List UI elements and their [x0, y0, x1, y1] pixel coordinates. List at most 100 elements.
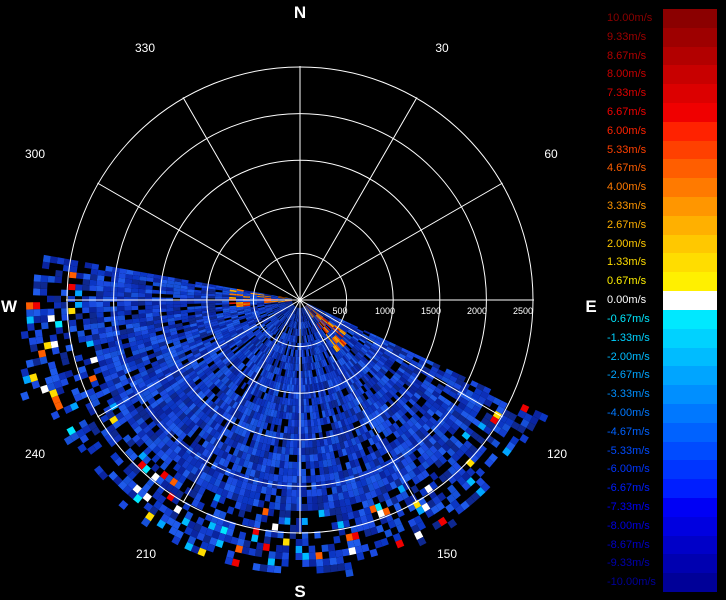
legend-row: -5.33m/s [607, 441, 717, 461]
legend-label: 10.00m/s [607, 12, 653, 24]
legend-swatch [663, 291, 717, 311]
legend-label: 2.67m/s [607, 218, 647, 231]
legend-label: 5.33m/s [607, 143, 647, 156]
legend-label: -3.33m/s [607, 388, 650, 401]
legend-label: 7.33m/s [607, 87, 647, 100]
polar-range-grid [66, 66, 534, 534]
legend-swatch [663, 479, 717, 499]
legend-label: 8.67m/s [607, 49, 647, 62]
range-label-2000: 2000 [467, 306, 487, 316]
legend-swatch [663, 366, 717, 386]
bearing-spoke [97, 182, 301, 301]
legend-row: 1.33m/s [607, 253, 717, 273]
bearing-label-300: 300 [25, 147, 45, 161]
legend-swatch [663, 121, 717, 141]
legend-swatch [663, 27, 717, 47]
legend-row: 6.67m/s [607, 103, 717, 123]
radar-ppi-display: N E S W 30 60 120 150 210 240 300 330 50… [1, 3, 597, 600]
range-label-1000: 1000 [375, 306, 395, 316]
south-label: S [294, 582, 305, 600]
legend-row: -8.67m/s [607, 535, 717, 555]
legend-label: -2.67m/s [607, 369, 650, 382]
bearing-spoke [299, 97, 418, 301]
legend-label: 3.33m/s [607, 200, 647, 213]
legend-row: 7.33m/s [607, 84, 717, 104]
legend-row: -10.00m/s [607, 573, 717, 593]
legend-swatch [663, 272, 717, 292]
legend-row: 0.00m/s [607, 291, 717, 311]
bearing-spoke [299, 299, 503, 418]
legend-label: -8.67m/s [607, 538, 650, 551]
legend-row: 6.00m/s [607, 121, 717, 141]
bearing-spoke [182, 97, 301, 301]
legend-row: -2.00m/s [607, 347, 717, 367]
radial-velocity-echo-sector [20, 254, 549, 578]
legend-swatch [663, 159, 717, 179]
legend-swatch [663, 422, 717, 442]
legend-swatch [663, 385, 717, 405]
legend-swatch [663, 535, 717, 555]
legend-label: 4.00m/s [607, 181, 647, 194]
legend-row: -1.33m/s [607, 328, 717, 348]
legend-row: 3.33m/s [607, 197, 717, 217]
legend-row: -6.67m/s [607, 479, 717, 499]
legend-row: 2.67m/s [607, 215, 717, 235]
legend-row: -3.33m/s [607, 385, 717, 405]
bearing-label-60: 60 [544, 147, 558, 161]
legend-label: 4.67m/s [607, 162, 647, 175]
bearing-label-240: 240 [25, 447, 45, 461]
legend-label: 0.67m/s [607, 275, 647, 288]
north-label: N [294, 3, 306, 22]
legend-label: -10.00m/s [607, 576, 656, 589]
bearing-label-150: 150 [437, 547, 457, 561]
legend-swatch [663, 497, 717, 517]
legend-swatch [663, 347, 717, 367]
legend-swatch [663, 573, 717, 593]
legend-label: 6.00m/s [607, 124, 647, 137]
legend-label: -7.33m/s [607, 500, 650, 513]
range-label-500: 500 [332, 306, 347, 316]
legend-row: -4.00m/s [607, 403, 717, 423]
legend-row: 8.00m/s [607, 65, 717, 85]
legend-swatch [663, 197, 717, 217]
legend-swatch [663, 403, 717, 423]
legend-swatch [663, 140, 717, 160]
legend-swatch [663, 234, 717, 254]
bearing-label-330: 330 [135, 41, 155, 55]
legend-label: -6.00m/s [607, 463, 650, 476]
legend-row: 4.00m/s [607, 178, 717, 198]
bearing-label-30: 30 [435, 41, 449, 55]
legend-row: -9.33m/s [607, 554, 717, 574]
legend-swatch [663, 65, 717, 85]
legend-label: 1.33m/s [607, 256, 647, 269]
legend-swatch [663, 253, 717, 273]
legend-label: -5.33m/s [607, 444, 650, 457]
legend-row: -6.00m/s [607, 460, 717, 480]
legend-swatch [663, 328, 717, 348]
legend-label: 8.00m/s [607, 68, 647, 81]
legend-row: -8.00m/s [607, 516, 717, 536]
legend-label: -4.00m/s [607, 406, 650, 419]
legend-label: -0.67m/s [607, 312, 650, 325]
legend-label: -8.00m/s [607, 519, 650, 532]
legend-label: 0.00m/s [607, 294, 647, 307]
range-label-1500: 1500 [421, 306, 441, 316]
legend-swatch [663, 441, 717, 461]
legend-row: -7.33m/s [607, 497, 717, 517]
legend-swatch [663, 516, 717, 536]
legend-row: 5.33m/s [607, 140, 717, 160]
bearing-spoke [182, 299, 301, 503]
legend-label: -4.67m/s [607, 425, 650, 438]
legend-label: -1.33m/s [607, 331, 650, 344]
legend-swatch [663, 215, 717, 235]
velocity-color-scale: 10.00m/s 9.33m/s 8.67m/s 8.00m/s 7.33m/s 6.67… [607, 9, 717, 593]
legend-label: -9.33m/s [607, 557, 650, 570]
west-label: W [1, 297, 18, 316]
east-label: E [585, 297, 596, 316]
legend-swatch [663, 103, 717, 123]
legend-row: -2.67m/s [607, 366, 717, 386]
legend-label: 2.00m/s [607, 237, 647, 250]
legend-row: -0.67m/s [607, 309, 717, 329]
legend-label: 9.33m/s [607, 30, 647, 43]
legend-swatch [663, 178, 717, 198]
